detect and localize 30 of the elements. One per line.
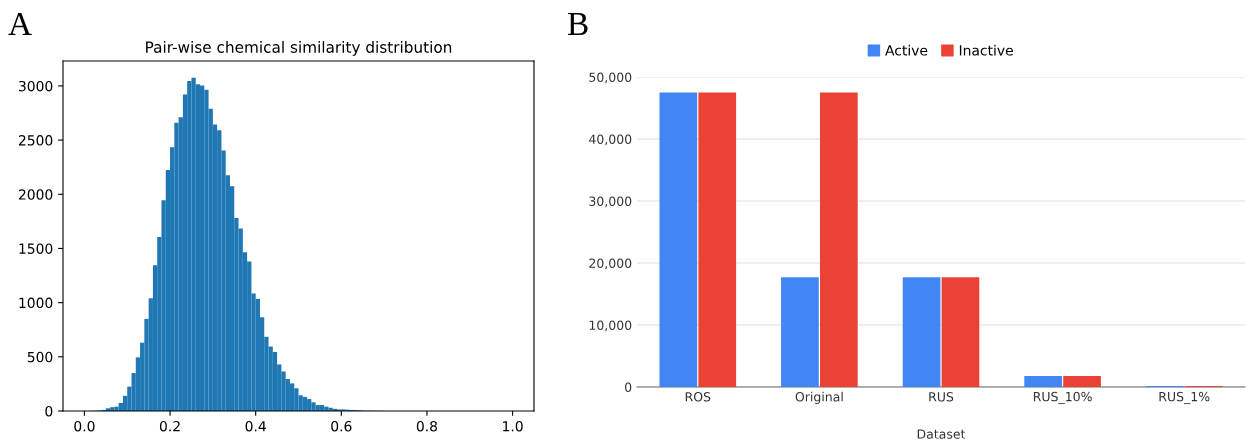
x-tick-label: 1.0: [503, 420, 523, 432]
legend-label: Active: [885, 44, 928, 56]
chart-title: Pair-wise chemical similarity distribution: [146, 41, 452, 56]
y-tick-label: 30,000: [589, 196, 632, 208]
y-tick-label: 40,000: [589, 134, 632, 146]
y-tick-label: 10,000: [589, 320, 632, 332]
x-tick-label: 0.8: [416, 420, 438, 432]
x-tick-label: ROS: [685, 392, 711, 402]
x-tick-label: 0.2: [159, 420, 180, 432]
y-tick-label: 2500: [18, 135, 53, 146]
x-tick-label: RUS_10%: [1033, 391, 1092, 405]
y-tick-label: 0: [45, 405, 53, 417]
x-tick-label: 0.4: [245, 420, 266, 432]
y-tick-label: 500: [27, 351, 53, 363]
y-tick-label: 1500: [19, 243, 53, 254]
x-tick-label: RUS: [929, 392, 954, 402]
y-tick-label: 20,000: [589, 258, 632, 270]
y-tick-label: 0: [625, 382, 632, 392]
legend-label: Inactive: [959, 44, 1013, 56]
x-tick-label: Original: [795, 391, 843, 404]
x-axis-title: Dataset: [917, 429, 966, 439]
x-tick-label: 0.0: [74, 420, 95, 432]
text: B: [567, 13, 588, 35]
x-tick-label: 0.6: [331, 420, 352, 432]
x-tick-label: RUS_1%: [1159, 391, 1210, 405]
y-tick-label: 2000: [18, 189, 53, 200]
y-tick-label: 1000: [19, 297, 53, 309]
text: A: [8, 12, 32, 35]
y-tick-label: 50,000: [589, 72, 632, 84]
y-tick-label: 3000: [18, 80, 53, 92]
